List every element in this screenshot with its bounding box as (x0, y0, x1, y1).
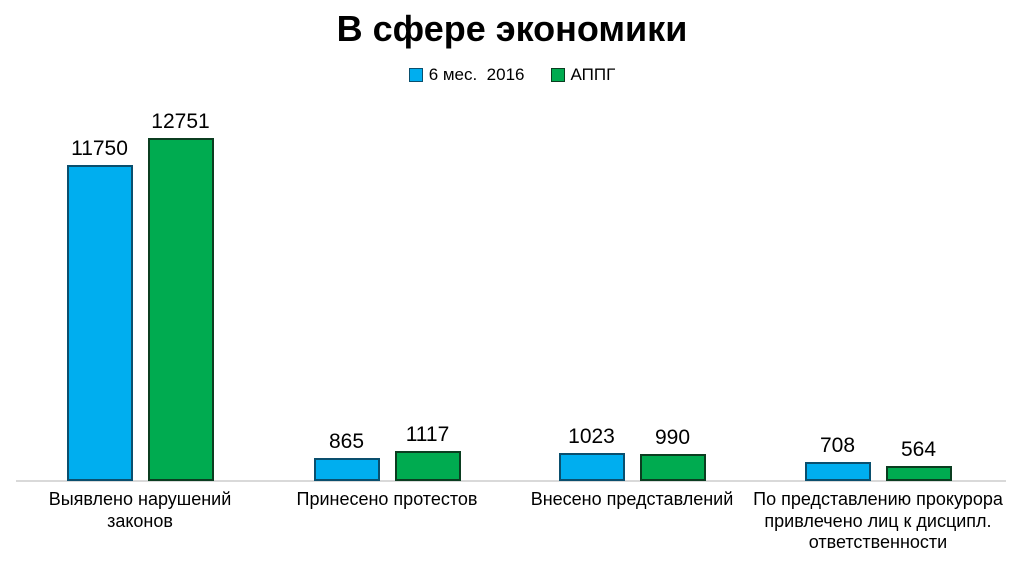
bar-value-label: 11750 (71, 137, 128, 160)
category-label: По представлению прокурора привлечено ли… (753, 489, 1003, 553)
legend-label-6mes-2016: 6 мес. 2016 (428, 65, 525, 84)
chart-title: В сфере экономики (336, 8, 688, 49)
bar-series-1-group-1 (394, 451, 461, 481)
bar-series-0-group-2 (558, 453, 625, 481)
bar-series-1-group-0 (147, 138, 214, 481)
bar-value-label: 1117 (405, 423, 450, 446)
bar-series-0-group-1 (313, 458, 380, 481)
legend-item-6mes-2016: 6 мес. 2016 (408, 65, 525, 85)
category-label: Внесено представлений (530, 489, 734, 509)
category-label: Принесено протестов (296, 489, 478, 509)
bar-value-label: 564 (900, 438, 937, 461)
legend-swatch-blue-icon (408, 68, 423, 82)
bar-series-0-group-0 (66, 165, 133, 481)
bar-value-label: 990 (654, 426, 691, 449)
x-axis-line (16, 480, 1006, 482)
bar-series-1-group-2 (639, 454, 706, 481)
category-label: Выявлено нарушений законов (48, 489, 232, 531)
bar-value-label: 1023 (568, 425, 615, 448)
bar-series-1-group-3 (885, 466, 952, 481)
legend: 6 мес. 2016 АППГ (0, 64, 1024, 86)
bar-value-label: 865 (328, 430, 365, 453)
legend-swatch-green-icon (550, 68, 565, 82)
bar-value-label: 708 (819, 434, 856, 457)
legend-label-appg: АППГ (570, 65, 616, 84)
bar-value-label: 12751 (151, 110, 210, 133)
legend-item-appg: АППГ (550, 65, 616, 85)
bar-series-0-group-3 (804, 462, 871, 481)
